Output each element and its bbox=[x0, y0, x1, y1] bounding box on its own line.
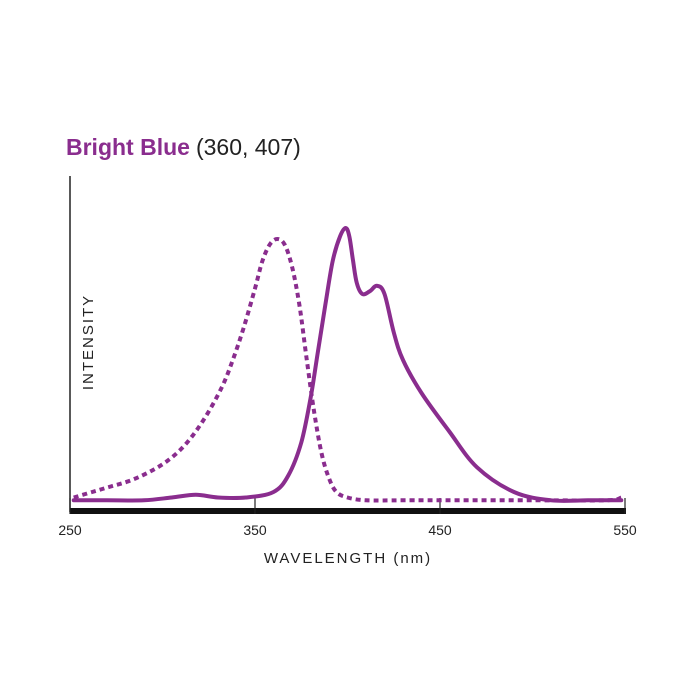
x-tick-label-250: 250 bbox=[58, 522, 82, 538]
x-tick-label-350: 350 bbox=[243, 522, 267, 538]
x-tick-label-550: 550 bbox=[613, 522, 637, 538]
x-axis-label: WAVELENGTH (nm) bbox=[264, 550, 432, 567]
emission-solid-line bbox=[71, 226, 624, 503]
chart-title: Bright Blue (360, 407) bbox=[66, 134, 301, 161]
chart-title-name: Bright Blue bbox=[66, 134, 190, 160]
series-group bbox=[71, 226, 624, 503]
x-axis-ticks: 250 350 450 550 bbox=[58, 498, 637, 538]
x-tick-label-450: 450 bbox=[428, 522, 452, 538]
excitation-dashed-line bbox=[73, 237, 622, 503]
chart-subtitle: (360, 407) bbox=[195, 134, 301, 160]
y-axis-label: INTENSITY bbox=[80, 294, 97, 390]
